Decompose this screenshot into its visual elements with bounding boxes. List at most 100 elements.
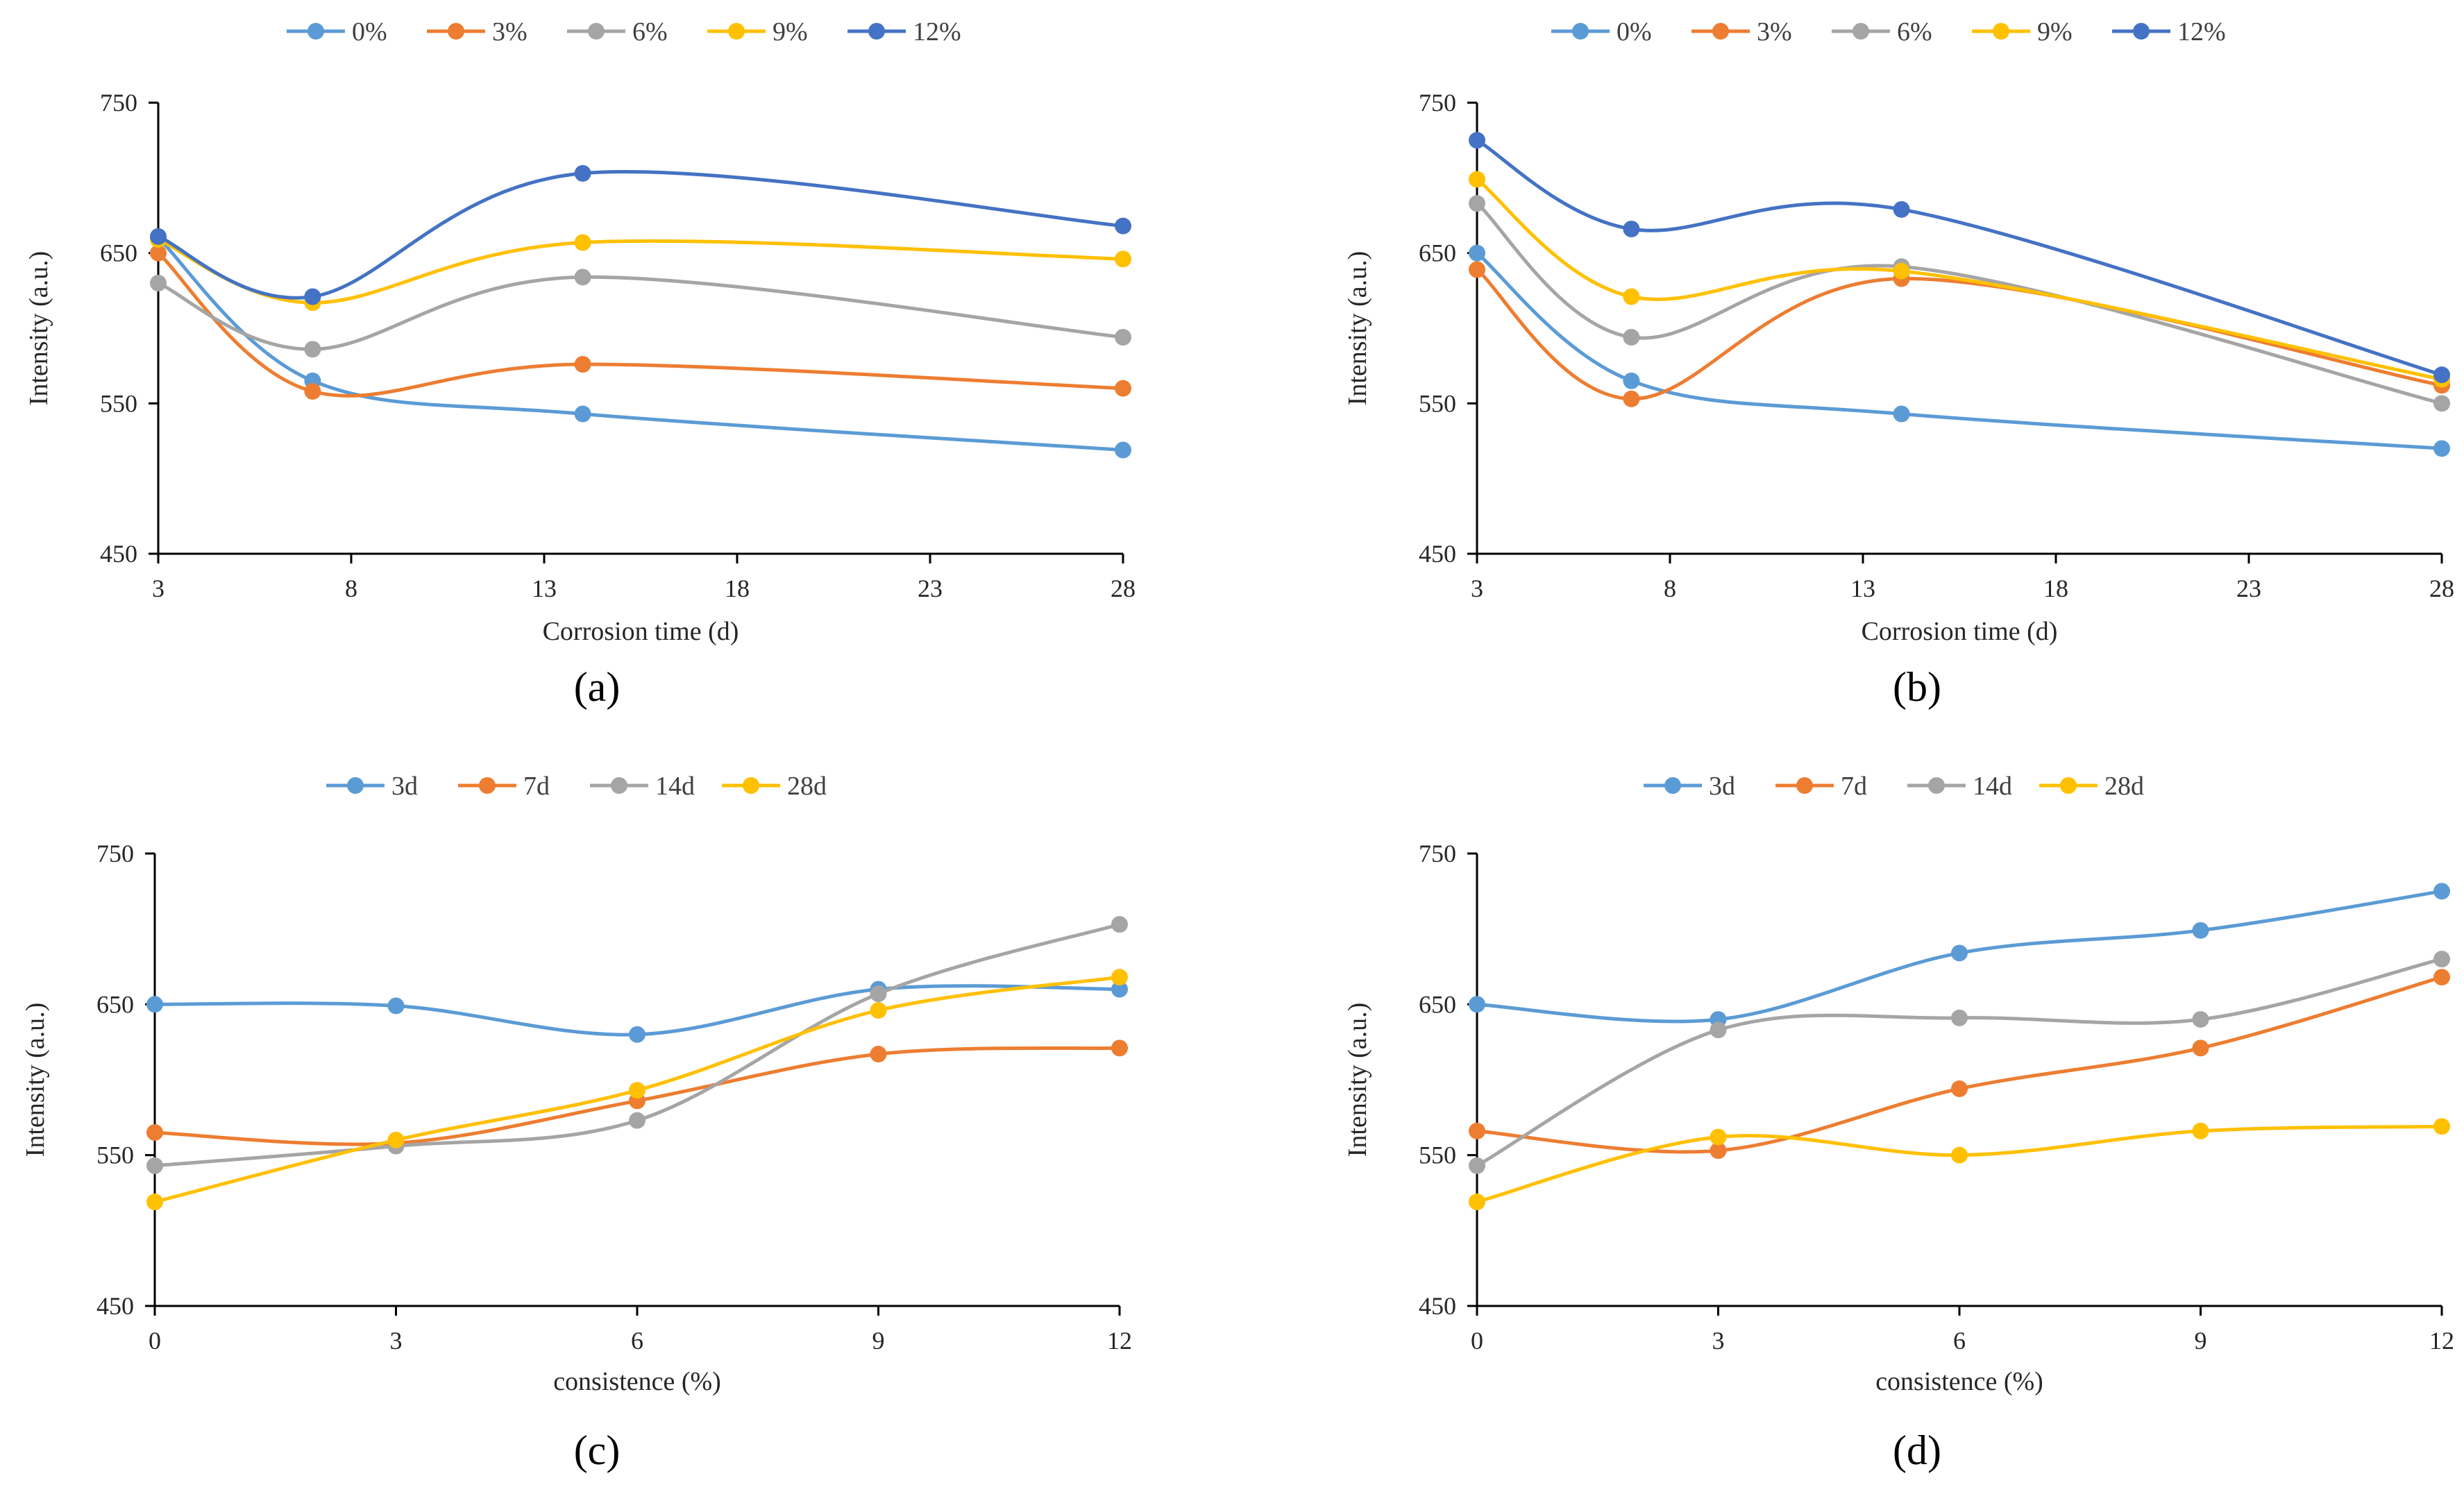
series-line <box>156 236 1125 452</box>
legend-swatch-marker <box>611 777 627 794</box>
legend-swatch-marker <box>1572 23 1589 40</box>
legend-label: 3% <box>1757 17 1792 46</box>
legend-swatch-marker <box>307 23 324 40</box>
y-tick-label: 650 <box>96 990 134 1018</box>
data-point <box>629 1112 645 1129</box>
series-line <box>1475 975 2444 1154</box>
x-tick-label: 0 <box>149 1327 161 1355</box>
x-tick-label: 9 <box>872 1327 885 1355</box>
series-0% <box>150 230 1131 459</box>
data-point <box>1893 201 1910 218</box>
x-tick-label: 23 <box>918 575 943 602</box>
legend-item: 3d <box>326 772 418 801</box>
chart-panel-c: 450 550 650 750 0 3 6 9 12 consistence (%) Intensi… <box>21 772 1132 1473</box>
series-28d <box>1469 1118 2450 1211</box>
series-14d <box>146 916 1128 1174</box>
data-point <box>1469 1194 1485 1211</box>
x-tick-label: 18 <box>2043 575 2068 602</box>
legend-item: 3% <box>427 17 528 46</box>
legend-swatch-marker <box>1928 777 1945 794</box>
legend-swatch-marker <box>2133 23 2150 40</box>
legend-swatch-marker <box>347 777 364 794</box>
legend-item: 14d <box>1907 772 2012 801</box>
x-axis-title: Corrosion time (d) <box>1862 617 2058 646</box>
data-point <box>304 341 321 358</box>
x-tick-label: 9 <box>2195 1327 2207 1355</box>
legend-label: 7d <box>523 772 550 801</box>
data-point <box>2192 1039 2209 1057</box>
x-tick-label: 12 <box>2429 1327 2454 1355</box>
data-point <box>629 1082 645 1099</box>
series-line <box>1475 957 2444 1168</box>
x-tick-label: 28 <box>2429 575 2454 602</box>
y-tick-label: 750 <box>1419 89 1456 117</box>
data-point <box>2433 969 2450 986</box>
data-point <box>1469 171 1485 188</box>
data-point <box>2192 1122 2209 1139</box>
data-point <box>146 1194 163 1211</box>
legend-label: 0% <box>1617 17 1652 46</box>
legend-item: 28d <box>722 772 827 801</box>
legend-label: 28d <box>787 772 827 801</box>
data-point <box>574 405 591 423</box>
x-axis-title: Corrosion time (d) <box>543 617 739 646</box>
data-point <box>1111 916 1128 933</box>
data-point <box>146 996 163 1013</box>
legend-item: 9% <box>707 17 808 46</box>
x-tick-label: 3 <box>390 1327 403 1355</box>
legend: 3d 7d 14d 28d <box>326 772 827 801</box>
series-12% <box>1469 132 2450 384</box>
legend-swatch-marker <box>2060 777 2077 794</box>
panel-label: (c) <box>574 1427 621 1473</box>
data-point <box>1710 1021 1727 1039</box>
data-point <box>2192 1011 2209 1028</box>
x-tick-label: 3 <box>152 575 164 602</box>
data-point <box>1623 329 1640 346</box>
y-axis-title: Intensity (a.u.) <box>1343 251 1372 406</box>
legend-label: 14d <box>1973 772 2012 801</box>
x-tick-label: 6 <box>1953 1327 1966 1355</box>
data-point <box>1623 221 1640 237</box>
legend-swatch-marker <box>1796 777 1813 794</box>
series-14d <box>1469 951 2450 1174</box>
series-line <box>1475 1124 2444 1204</box>
series-9% <box>1469 171 2450 388</box>
legend-item: 9% <box>1972 17 2073 46</box>
data-point <box>1111 1039 1128 1057</box>
data-point <box>304 383 321 400</box>
x-tick-label: 8 <box>1664 575 1676 602</box>
data-point <box>574 269 591 286</box>
legend-label: 3% <box>492 17 528 46</box>
data-point <box>2433 951 2450 968</box>
y-tick-label: 650 <box>1419 990 1456 1018</box>
series-0% <box>1469 244 2450 457</box>
y-tick-label: 650 <box>1419 239 1456 267</box>
legend: 0% 3% 6% 9% 12% <box>287 17 961 46</box>
x-tick-label: 12 <box>1107 1327 1132 1355</box>
data-point <box>1111 981 1128 998</box>
panel-label: (a) <box>574 664 621 710</box>
legend-label: 12% <box>913 17 961 46</box>
legend-item: 0% <box>287 17 387 46</box>
y-tick-label: 450 <box>96 1292 134 1320</box>
legend-label: 6% <box>632 17 668 46</box>
legend-item: 12% <box>847 17 961 46</box>
series-line <box>1475 251 2444 450</box>
y-tick-label: 750 <box>100 89 137 117</box>
data-point <box>1469 261 1485 278</box>
legend-item: 28d <box>2039 772 2144 801</box>
data-point <box>146 1124 163 1141</box>
x-tick-label: 23 <box>2236 575 2261 602</box>
legend-label: 3d <box>1709 772 1735 801</box>
data-point <box>2433 883 2450 900</box>
series-line <box>1475 178 2444 382</box>
series-7d <box>1469 969 2450 1160</box>
y-axis-title: Intensity (a.u.) <box>1343 1003 1372 1157</box>
x-tick-label: 8 <box>345 575 357 602</box>
data-point <box>870 985 887 1003</box>
data-point <box>1115 380 1131 397</box>
legend-item: 6% <box>1832 17 1932 46</box>
x-tick-label: 3 <box>1471 575 1483 602</box>
chart-panel-b: 450 550 650 750 3 8 13 18 23 28 Corrosion time (d)… <box>1343 17 2454 710</box>
legend-item: 6% <box>567 17 668 46</box>
